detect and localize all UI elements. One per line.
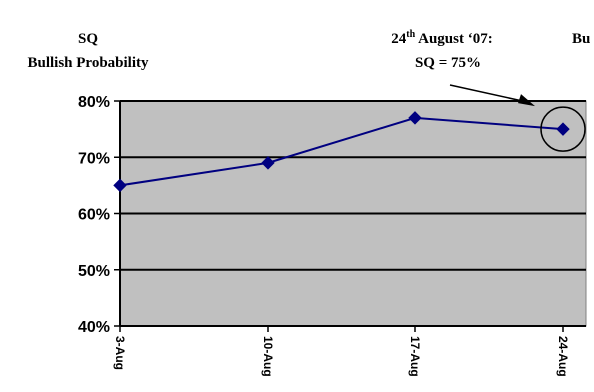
annotation-arrowhead <box>518 94 535 107</box>
annotation-arrow-line <box>449 84 524 102</box>
x-tick-label: 24-Aug <box>556 336 570 377</box>
data-point-marker <box>113 178 127 193</box>
x-tick-label: 17-Aug <box>408 336 422 377</box>
clipped-title-fragment: Bu <box>572 31 590 47</box>
chart-title-line2: Bullish Probability <box>27 55 149 71</box>
x-axis: 3-Aug 10-Aug 17-Aug 24-Aug <box>113 325 586 377</box>
x-tick-label: 3-Aug <box>113 336 127 370</box>
x-tick-label: 10-Aug <box>261 336 275 377</box>
annotation-marks <box>449 84 586 152</box>
gridlines <box>120 100 586 271</box>
y-tick-label: 70% <box>78 150 110 167</box>
series-polyline <box>119 116 564 187</box>
y-axis: 40% 50% 60% 70% 80% <box>78 94 121 336</box>
data-point-marker <box>261 156 275 170</box>
highlight-circle <box>540 106 586 152</box>
y-tick-label: 80% <box>78 94 110 111</box>
y-tick-label: 50% <box>78 263 110 280</box>
annotation-line1: 24th August ‘07: <box>391 29 492 47</box>
data-point-marker <box>408 111 422 125</box>
y-tick-label: 60% <box>78 207 110 224</box>
data-point-marker <box>556 122 570 136</box>
series-line <box>113 111 570 193</box>
y-tick-label: 40% <box>78 319 110 336</box>
chart-title-line1: SQ <box>78 31 98 47</box>
annotation-line2: SQ = 75% <box>415 55 481 71</box>
